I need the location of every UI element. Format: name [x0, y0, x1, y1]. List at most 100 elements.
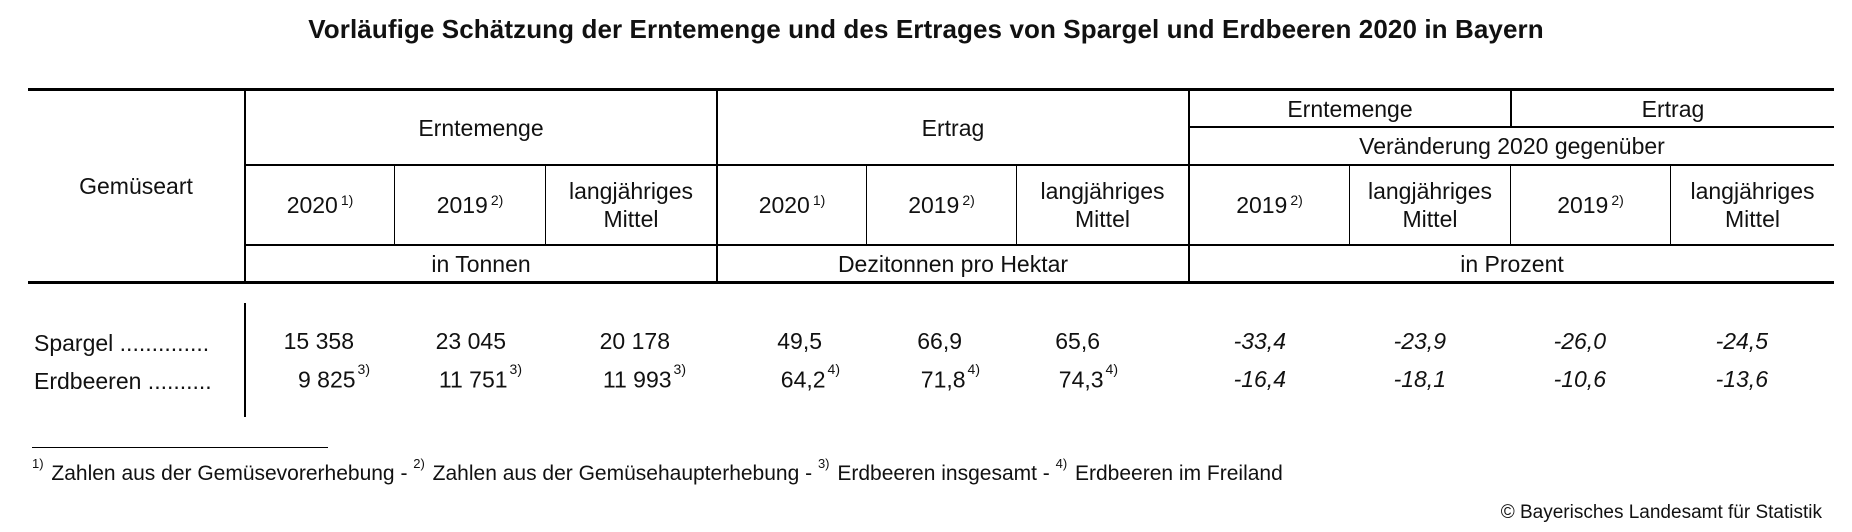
- footnote-ref: 4): [967, 361, 980, 377]
- page-title: Vorläufige Schätzung der Erntemenge und …: [308, 14, 1544, 44]
- col-header-line2: Mittel: [1725, 206, 1780, 232]
- value-cell: 11 751 3): [438, 361, 522, 394]
- value-cell: 64,2 4): [781, 361, 840, 394]
- unit-dezitonnen: Dezitonnen pro Hektar: [837, 250, 1069, 277]
- value-cell: 49,5: [777, 328, 822, 355]
- value: -24,5: [1715, 328, 1768, 354]
- group-ertrag-header: Ertrag: [921, 114, 985, 141]
- col-header-erntemenge-2020: 2020 1): [246, 166, 394, 244]
- rule-year-col-8: [1510, 164, 1511, 245]
- footnote-text: Erdbeeren im Freiland: [1069, 462, 1283, 485]
- col-header-change-erntemenge-mittel: langjähriges Mittel: [1350, 166, 1510, 244]
- value: 11 751: [438, 366, 508, 393]
- unit-prozent: in Prozent: [1460, 250, 1564, 277]
- footnote-ref: 3): [357, 361, 370, 377]
- value-cell: 66,9: [917, 328, 962, 355]
- footnote-mark: 2): [413, 456, 425, 471]
- col-header-ertrag-2020: 2020 1): [718, 166, 866, 244]
- col-header-year: 2020: [758, 192, 810, 218]
- col-header-line2: Mittel: [1402, 206, 1458, 232]
- value-cell: 23 045: [436, 328, 506, 355]
- group-erntemenge-header: Erntemenge: [418, 114, 544, 141]
- value-cell: -23,9: [1394, 328, 1446, 355]
- value-cell: 71,8 4): [920, 361, 980, 394]
- footnote-ref: 2): [962, 192, 975, 208]
- value-cell: 15 358: [284, 328, 354, 355]
- col-header-year: 2019: [908, 192, 960, 218]
- value-cell: -16,4: [1234, 366, 1286, 393]
- footnote-ref: 4): [1105, 361, 1118, 377]
- value: -10,6: [1553, 366, 1606, 392]
- value-cell: -26,0: [1554, 328, 1606, 355]
- rule-after-label-column-body: [244, 303, 246, 417]
- footnote-ref: 4): [827, 361, 840, 377]
- footnote-mark: 3): [817, 456, 830, 471]
- footnote-ref: 3): [509, 361, 522, 377]
- value: -26,0: [1553, 328, 1606, 354]
- footnote-ref: 2): [490, 192, 504, 208]
- footnote-text: Erdbeeren insgesamt -: [831, 462, 1056, 485]
- rule-erntemenge-ertrag: [716, 88, 718, 282]
- value-cell: 20 178: [600, 328, 670, 355]
- footnote-text: Zahlen aus der Gemüsehaupterhebung -: [426, 462, 818, 485]
- value: -13,6: [1715, 366, 1768, 392]
- footnote-text: Zahlen aus der Gemüsevorerhebung -: [45, 462, 414, 485]
- value-cell: -33,4: [1234, 328, 1286, 355]
- col-header-change-ertrag-2019: 2019 2): [1511, 166, 1670, 244]
- col-header-ertrag-mittel: langjähriges Mittel: [1017, 166, 1188, 244]
- change-group-erntemenge-header: Erntemenge: [1287, 95, 1413, 122]
- value: 9 825: [297, 366, 356, 393]
- value: 15 358: [283, 328, 354, 354]
- col-header-line1: langjähriges: [1040, 178, 1165, 204]
- row-label: Erdbeeren ..........: [34, 368, 212, 394]
- rule-year-col-1: [394, 164, 395, 245]
- footnote-ref: 1): [812, 192, 826, 208]
- value: -33,4: [1233, 328, 1286, 354]
- row-label: Spargel ..............: [34, 330, 210, 356]
- col-header-year: 2019: [436, 192, 488, 218]
- rule-year-col-2: [545, 164, 546, 245]
- change-group-ertrag-header: Ertrag: [1641, 95, 1705, 122]
- table-header-bottom-rule: [28, 281, 1834, 284]
- table-top-rule: [28, 88, 1834, 91]
- footnotes: 1) Zahlen aus der Gemüsevorerhebung - 2)…: [32, 456, 1283, 486]
- value-cell: 65,6: [1055, 328, 1100, 355]
- footnote-ref: 1): [340, 192, 354, 208]
- value: -18,1: [1393, 366, 1446, 392]
- footnote-ref: 2): [1290, 192, 1303, 208]
- col-header-change-ertrag-mittel: langjähriges Mittel: [1671, 166, 1834, 244]
- copyright-notice: © Bayerisches Landesamt für Statistik: [1500, 502, 1822, 523]
- col-header-line1: langjähriges: [568, 178, 694, 204]
- footnote-mark: 4): [1055, 456, 1068, 471]
- col-header-change-erntemenge-2019: 2019 2): [1190, 166, 1349, 244]
- rule-year-col-7: [1349, 164, 1350, 245]
- col-header-year: 2019: [1236, 192, 1288, 218]
- col-header-ertrag-2019: 2019 2): [867, 166, 1016, 244]
- col-header-line1: langjähriges: [1690, 178, 1815, 204]
- value-cell: -24,5: [1716, 328, 1768, 355]
- rule-under-change-groups: [1188, 126, 1834, 128]
- value: 11 993: [602, 366, 672, 393]
- value: 20 178: [599, 328, 670, 354]
- value: 71,8: [920, 366, 966, 393]
- footnote-ref: 3): [673, 361, 686, 377]
- value-cell: 11 993 3): [602, 361, 686, 394]
- col-header-erntemenge-mittel: langjähriges Mittel: [546, 166, 716, 244]
- unit-tonnen: in Tonnen: [431, 250, 531, 277]
- value-cell: -13,6: [1716, 366, 1768, 393]
- col-header-line2: Mittel: [1075, 206, 1130, 232]
- col-header-line2: Mittel: [603, 206, 659, 232]
- rule-after-label-column: [244, 88, 246, 282]
- value: -23,9: [1393, 328, 1446, 354]
- value: 23 045: [435, 328, 506, 354]
- rule-year-col-5: [1016, 164, 1017, 245]
- rule-under-years: [244, 244, 1834, 246]
- col-header-year: 2020: [286, 192, 338, 218]
- value: 65,6: [1055, 328, 1100, 354]
- change-caption-header: Veränderung 2020 gegenüber: [1359, 133, 1665, 159]
- footnote-separator: [32, 447, 328, 448]
- value: -16,4: [1233, 366, 1286, 392]
- col-header-line1: langjähriges: [1367, 178, 1493, 204]
- rule-year-col-4: [866, 164, 867, 245]
- col-header-year: 2019: [1557, 192, 1609, 218]
